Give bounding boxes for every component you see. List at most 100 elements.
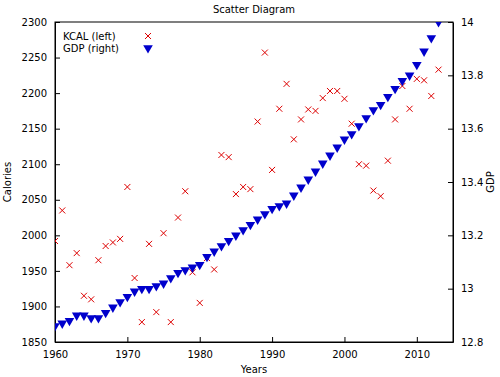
point-shape [218,152,224,158]
point [313,108,319,114]
point-shape [211,266,217,272]
point [233,191,239,197]
point [180,267,190,275]
point [291,136,297,142]
point-shape [175,215,181,221]
point-shape [414,76,420,82]
tick: 2100 [22,159,60,170]
tick-mark [55,22,60,23]
tick-label: 1850 [22,337,47,348]
point [173,270,183,278]
point-shape [55,238,58,244]
point [260,211,270,219]
tick: 13 [448,283,474,294]
point-shape [436,67,442,73]
point [253,217,263,225]
point [298,116,304,122]
point-shape [180,267,190,275]
point-shape [289,193,299,201]
tick-label: 13.4 [461,177,483,188]
point-shape [226,154,232,160]
tick-mark [448,22,453,23]
point [390,86,400,94]
legend: KCAL (left)GDP (right) [63,31,153,54]
point [414,76,420,82]
point [284,81,290,87]
point [182,188,188,194]
point [275,203,285,211]
tick-mark [448,235,453,236]
point-shape [197,300,203,306]
tick-mark [417,337,418,342]
point-shape [267,206,277,214]
point-shape [88,296,94,302]
tick-label: 1960 [43,349,68,360]
point-shape [101,310,111,318]
point-shape [59,207,65,213]
series [55,22,443,332]
point-shape [370,188,376,194]
point-shape [66,262,72,268]
tick-label: 2010 [405,349,430,360]
point-shape [327,88,333,94]
legend-label: KCAL (left) [63,31,116,42]
point [124,184,130,190]
point [325,153,335,161]
point-shape [434,22,444,28]
point-shape [369,107,379,115]
point [378,193,384,199]
point-shape [173,270,183,278]
point [168,319,174,325]
legend-key-shape [145,33,151,39]
point-shape [238,227,248,235]
tick-mark [55,271,60,272]
point [318,161,328,169]
point-shape [65,318,75,326]
tick-mark [127,337,128,342]
point-shape [363,163,369,169]
point-shape [398,78,408,86]
point-shape [341,96,347,102]
point-shape [94,315,104,323]
point-shape [130,289,140,297]
tick-label: 13 [461,283,474,294]
point-shape [426,35,436,43]
point [81,293,87,299]
point-shape [303,177,313,185]
tick-label: 2200 [22,88,47,99]
point [320,95,326,101]
tick-label: 2000 [332,349,357,360]
point-shape [209,249,219,257]
point [202,254,212,262]
tick-label: 1970 [115,349,140,360]
tick-label: 13.8 [461,70,483,81]
point [115,299,125,307]
point-shape [168,319,174,325]
point-shape [146,241,152,247]
tick: 1980 [188,337,213,360]
tick-label: 1990 [260,349,285,360]
point [132,275,138,281]
point [66,262,72,268]
point-shape [421,77,427,83]
point [255,119,261,125]
legend-label: GDP (right) [63,43,119,54]
legend-key [143,45,153,53]
point-shape [132,275,138,281]
point [332,145,342,153]
point [428,93,434,99]
point-shape [81,293,87,299]
point-shape [305,106,311,112]
point [95,257,101,263]
tick: 2000 [332,337,357,360]
point [340,137,350,145]
point-shape [383,94,393,102]
tick-mark [55,93,60,94]
axis-line [55,23,56,343]
plot-frame [55,22,453,342]
axis-line [56,342,454,343]
point-shape [260,211,270,219]
point-shape [284,81,290,87]
point [407,106,413,112]
point [426,35,436,43]
